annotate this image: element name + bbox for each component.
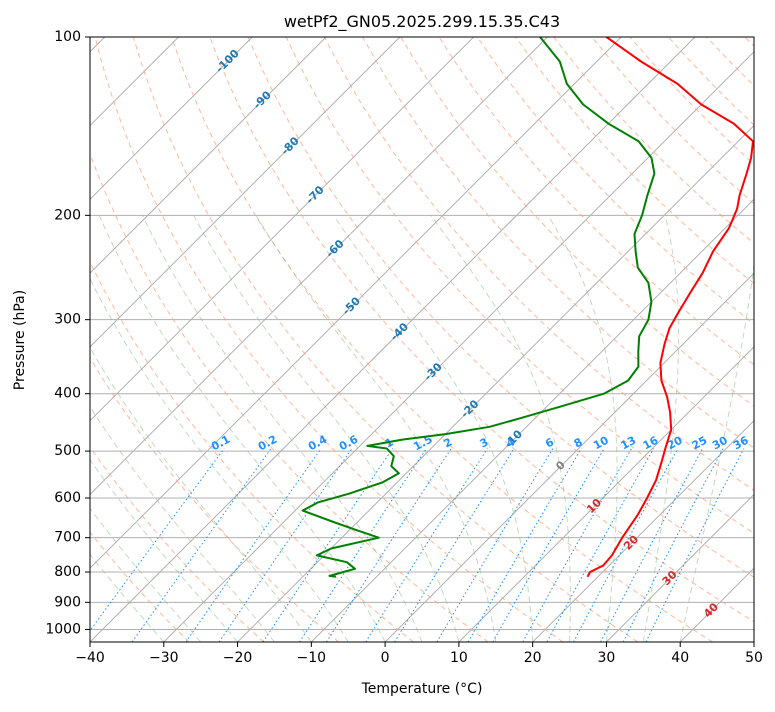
mixing-ratio-label: 13 — [619, 434, 639, 453]
x-tick-label: 10 — [450, 650, 468, 666]
dry-adiabat-line — [133, 37, 638, 642]
moist-adiabat-line — [0, 215, 201, 642]
isotherm-label: -30 — [422, 360, 445, 383]
temperature-profile-line — [588, 37, 754, 577]
dry-adiabat-line — [19, 37, 414, 642]
y-tick-label: 300 — [54, 312, 81, 328]
moist-adiabat-line — [0, 215, 274, 642]
isotherm-label: 0 — [553, 458, 568, 473]
mixing-ratio-label: 8 — [572, 435, 585, 450]
plot-area: -100-90-80-70-60-50-40-30-20-10010203040… — [0, 37, 775, 642]
mixing-ratio-label: 30 — [710, 434, 730, 453]
mixing-ratio-label: 0.1 — [209, 433, 232, 454]
mixing-ratio-label: 10 — [591, 434, 611, 453]
moist-adiabat-line — [0, 215, 238, 642]
y-axis: 100 200 300 400 500 600 700 800 900 1000 — [45, 29, 90, 637]
y-tick-label: 1000 — [45, 621, 81, 637]
y-tick-label: 200 — [54, 207, 81, 223]
mixing-ratio-label: 25 — [690, 434, 710, 453]
y-axis-label: Pressure (hPa) — [12, 290, 28, 390]
mixing-ratio-line — [366, 449, 488, 643]
dry-adiabat-line — [707, 37, 775, 642]
moist-adiabat-line — [680, 215, 759, 642]
mixing-ratio-line — [646, 449, 744, 643]
x-tick-label: 30 — [598, 650, 616, 666]
isotherm-line — [754, 37, 775, 642]
isotherm-label: 10 — [584, 496, 604, 516]
mixing-ratio-label: 36 — [731, 434, 751, 453]
moist-adiabat-line — [0, 215, 164, 642]
mixing-ratio-label: 0.6 — [337, 433, 361, 454]
x-tick-label: 20 — [524, 650, 542, 666]
chart-title: wetPf2_GN05.2025.299.15.35.C43 — [284, 12, 560, 32]
y-tick-label: 900 — [54, 594, 81, 610]
dry-adiabat-line — [57, 37, 488, 642]
y-tick-label: 800 — [54, 564, 81, 580]
mixing-ratio-line — [395, 449, 514, 643]
x-axis: −40 −30 −20 −10 0 10 20 30 40 50 — [75, 642, 763, 666]
isotherm-grid — [0, 37, 775, 642]
x-tick-label: −20 — [223, 650, 253, 666]
moist-adiabat-line — [142, 215, 422, 642]
moist-adiabat-line — [194, 215, 459, 642]
dry-adiabat-line — [745, 37, 775, 642]
mixing-ratio-line — [219, 449, 352, 643]
mixing-ratio-line — [601, 449, 703, 643]
dry-adiabat-line — [0, 37, 264, 642]
isotherm-line — [0, 37, 252, 642]
y-tick-label: 600 — [54, 490, 81, 506]
dry-adiabat-line — [0, 37, 339, 642]
isotherm-label: -100 — [213, 47, 242, 76]
x-tick-label: 0 — [381, 650, 390, 666]
mixing-ratio-line — [468, 449, 581, 643]
x-axis-label: Temperature (°C) — [361, 681, 483, 697]
mixing-ratio-label: 0.2 — [256, 433, 279, 454]
mixing-ratio-label: 16 — [641, 434, 661, 453]
isotherm-label: -60 — [323, 237, 346, 260]
isotherm-line — [680, 37, 775, 642]
x-tick-label: 40 — [671, 650, 689, 666]
mixing-ratio-line — [186, 449, 321, 643]
mixing-ratio-label: 0.4 — [306, 433, 330, 454]
isotherm-line — [0, 37, 400, 642]
plot-frame — [90, 37, 754, 642]
y-tick-label: 700 — [54, 530, 81, 546]
isotherm-line — [0, 37, 326, 642]
dry-adiabat-line — [630, 37, 775, 642]
x-tick-label: 50 — [745, 650, 763, 666]
dry-adiabat-line — [592, 37, 775, 642]
x-tick-label: −10 — [297, 650, 327, 666]
mixing-ratio-line — [437, 449, 553, 643]
isotherm-label: 40 — [701, 600, 721, 620]
isotherm-line — [311, 37, 775, 642]
y-tick-label: 400 — [54, 386, 81, 402]
isotherm-line — [385, 37, 775, 642]
dry-adiabat-line — [0, 37, 189, 642]
dry-adiabat-line — [516, 37, 775, 642]
isotherm-line — [164, 37, 769, 642]
isotherm-line — [0, 37, 547, 642]
moist-adiabat-line — [334, 215, 533, 642]
dry-adiabat-line — [554, 37, 775, 642]
x-tick-label: −40 — [75, 650, 105, 666]
x-tick-label: −30 — [149, 650, 179, 666]
y-tick-label: 500 — [54, 443, 81, 459]
dry-adiabats — [0, 37, 775, 642]
isotherm-line — [16, 37, 621, 642]
y-tick-label: 100 — [54, 29, 81, 45]
dry-adiabat-line — [439, 37, 775, 642]
